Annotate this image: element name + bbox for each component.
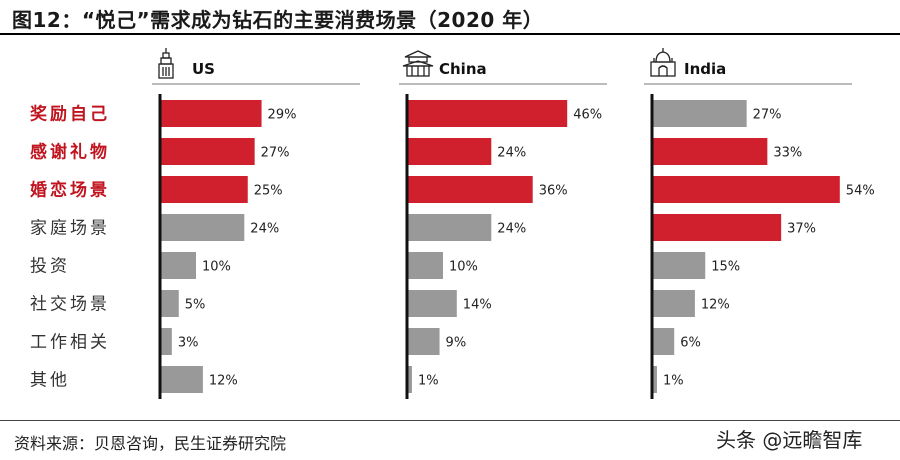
bar-value-label: 37% [787, 222, 816, 237]
bar [161, 176, 248, 203]
bar-value-label: 33% [773, 146, 802, 161]
category-label: 家庭场景 [30, 219, 110, 239]
bar [653, 252, 706, 279]
bar [408, 328, 440, 355]
bar [408, 252, 443, 279]
bar-value-label: 24% [250, 222, 279, 237]
panel-title-india: India [684, 60, 726, 78]
bar [161, 214, 245, 241]
panel-title-china: China [439, 60, 487, 78]
title-divider [0, 33, 900, 35]
bar [653, 138, 768, 165]
bar [408, 366, 412, 393]
bar-value-label: 27% [753, 108, 782, 123]
bar-value-label: 5% [185, 298, 206, 313]
panel-title-us: US [192, 60, 215, 78]
bar-value-label: 46% [573, 108, 602, 123]
bar-value-label: 36% [539, 184, 568, 199]
bar [161, 252, 196, 279]
palace-icon [650, 48, 676, 77]
bar [408, 176, 533, 203]
bar-value-label: 29% [268, 108, 297, 123]
bar-value-label: 15% [711, 260, 740, 275]
bar-value-label: 9% [446, 336, 467, 351]
bar-value-label: 3% [178, 336, 199, 351]
bar-value-label: 1% [663, 374, 684, 389]
bar [653, 328, 675, 355]
bar [653, 176, 840, 203]
bar [161, 290, 179, 317]
bar-value-label: 12% [701, 298, 730, 313]
bar-value-label: 12% [209, 374, 238, 389]
bar-value-label: 1% [418, 374, 439, 389]
temple-icon [402, 50, 434, 77]
bar [653, 366, 657, 393]
bar [408, 214, 492, 241]
bar-value-label: 54% [846, 184, 875, 199]
category-label: 社交场景 [30, 295, 110, 315]
category-label: 感谢礼物 [30, 142, 110, 163]
category-label: 其他 [30, 371, 70, 391]
bar-value-label: 27% [261, 146, 290, 161]
bar-value-label: 14% [463, 298, 492, 313]
bar-value-label: 24% [497, 222, 526, 237]
bar [653, 290, 695, 317]
bar [653, 214, 782, 241]
bar [653, 100, 747, 127]
source-note: 资料来源：贝恩咨询，民生证券研究院 [14, 434, 287, 453]
bar [408, 138, 492, 165]
bar [161, 138, 255, 165]
footer-divider [0, 420, 900, 421]
bar [161, 100, 262, 127]
category-label: 投资 [30, 257, 70, 277]
category-label: 奖励自己 [30, 104, 110, 125]
bar [408, 290, 457, 317]
skyscraper-icon [158, 48, 174, 79]
bar [161, 366, 203, 393]
chart-title: 图12：“悦己”需求成为钻石的主要消费场景（2020 年） [12, 8, 544, 32]
category-label: 婚恋场景 [30, 180, 110, 201]
bar-value-label: 25% [254, 184, 283, 199]
bar [161, 328, 172, 355]
bar-value-label: 6% [680, 336, 701, 351]
category-label: 工作相关 [30, 333, 110, 353]
watermark: 头条 @远瞻智库 [716, 428, 863, 452]
bar-value-label: 10% [202, 260, 231, 275]
bar-value-label: 10% [449, 260, 478, 275]
bar-value-label: 24% [497, 146, 526, 161]
bar [408, 100, 568, 127]
